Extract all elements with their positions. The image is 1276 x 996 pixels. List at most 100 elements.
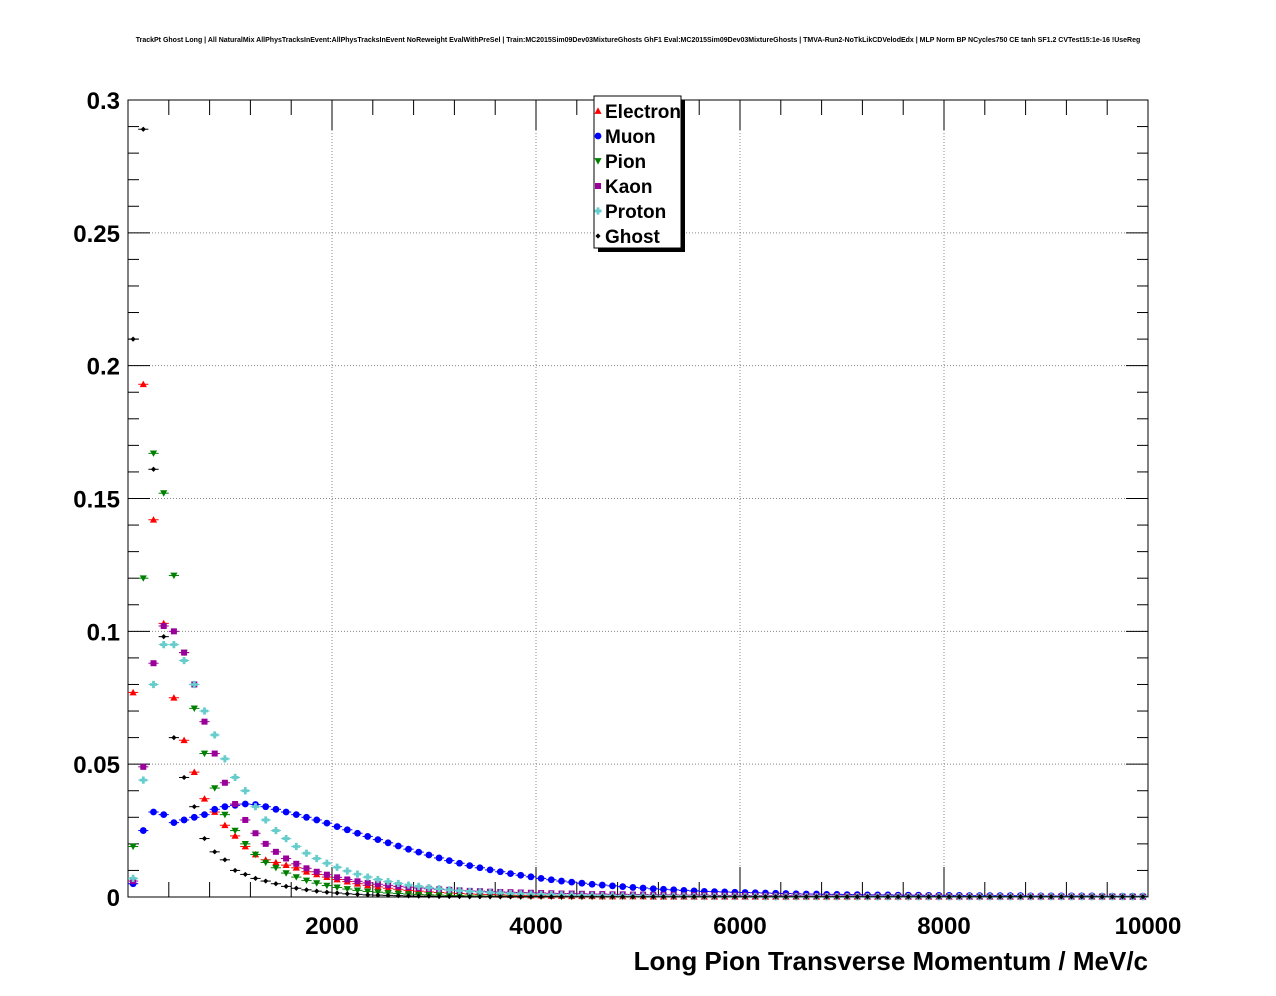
- data-point: [1140, 894, 1146, 900]
- y-tick-label: 0.05: [73, 752, 120, 779]
- data-point: [221, 821, 229, 829]
- legend-entry-muon: Muon: [594, 127, 656, 148]
- data-point: [588, 880, 596, 888]
- data-point: [190, 768, 198, 776]
- data-point: [783, 894, 789, 900]
- data-point: [997, 894, 1003, 900]
- data-point: [977, 894, 983, 900]
- data-point: [589, 894, 595, 900]
- data-point: [547, 876, 555, 884]
- y-tick-label: 0.3: [87, 88, 120, 115]
- data-point: [1028, 894, 1034, 900]
- data-point: [445, 857, 453, 865]
- data-point: [314, 888, 320, 894]
- y-tick-label: 0.15: [73, 487, 120, 514]
- data-point: [793, 894, 799, 900]
- data-point: [251, 803, 260, 811]
- data-point: [211, 805, 219, 813]
- data-point: [578, 879, 586, 887]
- data-point: [436, 893, 442, 900]
- data-point: [170, 641, 178, 649]
- data-point: [691, 894, 697, 900]
- data-point: [293, 860, 300, 867]
- data-point: [149, 516, 158, 523]
- chart-title: TrackPt Ghost Long | All NaturalMix AllP…: [136, 37, 1141, 44]
- data-point: [384, 877, 392, 886]
- data-point: [200, 750, 209, 758]
- y-tick-labels: 0 0.05 0.1 0.15 0.2 0.25 0.3: [73, 88, 120, 912]
- series-layer: [128, 126, 1148, 901]
- data-point: [936, 894, 942, 900]
- data-point: [180, 816, 188, 824]
- x-tick-label: 10000: [1115, 913, 1182, 940]
- data-point: [343, 826, 351, 834]
- data-point: [364, 833, 372, 840]
- data-point: [333, 863, 341, 871]
- data-point: [507, 894, 514, 900]
- data-point: [671, 894, 677, 900]
- legend-marker: [594, 207, 602, 215]
- data-point: [170, 572, 178, 580]
- data-point: [129, 874, 137, 883]
- legend-marker: [594, 107, 602, 114]
- data-point: [1130, 894, 1136, 900]
- data-point: [487, 894, 493, 900]
- data-point: [752, 894, 758, 900]
- data-point: [517, 890, 525, 898]
- data-point: [292, 864, 300, 871]
- data-point: [343, 867, 351, 875]
- data-point: [354, 829, 361, 837]
- data-point: [149, 450, 158, 457]
- data-point: [272, 826, 280, 835]
- data-point: [160, 641, 168, 649]
- data-point: [139, 380, 147, 388]
- legend-marker: [594, 132, 602, 140]
- data-point: [773, 894, 779, 900]
- y-tick-label: 0: [107, 885, 120, 912]
- data-point: [864, 894, 871, 900]
- data-point: [905, 894, 911, 900]
- data-point: [486, 866, 494, 874]
- data-point: [283, 883, 289, 889]
- data-point: [191, 804, 197, 810]
- data-point: [354, 878, 361, 885]
- data-point: [303, 813, 310, 821]
- data-point: [895, 894, 901, 900]
- data-point: [303, 887, 310, 893]
- x-tick-label: 4000: [509, 913, 562, 940]
- data-point: [1109, 894, 1115, 900]
- data-point: [518, 894, 524, 900]
- data-point: [1099, 894, 1105, 900]
- data-point: [915, 894, 922, 900]
- data-point: [221, 811, 229, 819]
- data-point: [313, 868, 320, 875]
- data-point: [813, 894, 820, 900]
- data-point: [129, 843, 137, 851]
- data-point: [1119, 894, 1126, 900]
- data-point: [803, 894, 809, 900]
- data-point: [496, 889, 504, 897]
- data-point: [181, 774, 187, 781]
- data-point: [568, 878, 576, 886]
- data-point: [222, 857, 228, 863]
- data-point: [181, 649, 188, 656]
- data-point: [701, 894, 707, 900]
- data-point: [232, 867, 238, 874]
- data-point: [650, 894, 656, 900]
- data-point: [343, 886, 351, 893]
- data-point: [987, 894, 993, 900]
- data-point: [139, 776, 147, 784]
- data-point: [251, 851, 260, 859]
- data-point: [323, 859, 331, 867]
- legend: Electron Muon Pion Kaon Proton Ghost: [593, 95, 685, 252]
- data-point: [425, 884, 433, 892]
- data-point: [375, 892, 381, 898]
- data-point: [201, 811, 208, 819]
- data-point: [160, 811, 168, 819]
- x-tick-labels: 2000 4000 6000 8000 10000: [305, 913, 1181, 940]
- data-point: [170, 694, 178, 701]
- data-point: [180, 656, 188, 665]
- data-point: [344, 891, 350, 897]
- data-point: [139, 827, 147, 834]
- data-point: [456, 859, 463, 867]
